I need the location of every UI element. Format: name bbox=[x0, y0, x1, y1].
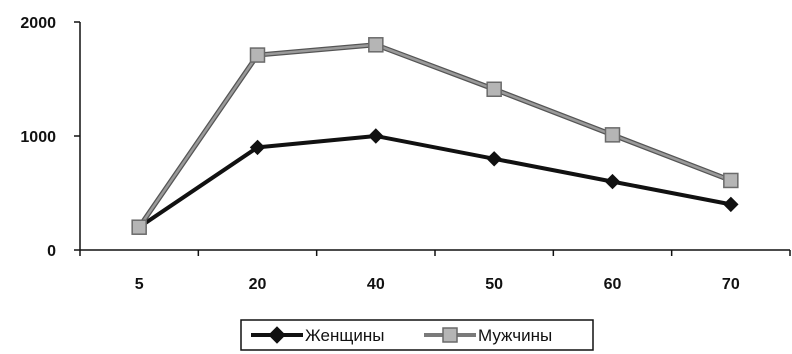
y-tick-label: 2000 bbox=[20, 15, 56, 32]
legend: Женщины Мужчины bbox=[240, 319, 594, 351]
series-line-men-outline bbox=[137, 42, 732, 229]
x-tick-labels: 5 20 40 50 60 70 bbox=[135, 276, 740, 293]
x-tick-label: 60 bbox=[604, 276, 622, 293]
data-point-men bbox=[249, 47, 266, 63]
data-point-men bbox=[486, 81, 502, 98]
x-tick-label: 40 bbox=[367, 276, 385, 293]
legend-label-women: Женщины bbox=[305, 326, 384, 345]
data-point-women bbox=[368, 128, 384, 144]
chart-axes bbox=[74, 21, 791, 256]
series-line-women bbox=[138, 134, 732, 229]
y-tick-label: 1000 bbox=[20, 129, 56, 146]
data-point-men bbox=[723, 172, 739, 189]
y-tick-label: 0 bbox=[47, 243, 56, 260]
data-point-men bbox=[368, 37, 384, 53]
legend-marker-men bbox=[442, 327, 458, 343]
y-tick-labels: 0 1000 2000 bbox=[20, 15, 56, 260]
x-tick-label: 5 bbox=[135, 276, 144, 293]
x-tick-label: 70 bbox=[722, 276, 740, 293]
data-point-men bbox=[131, 219, 147, 235]
x-tick-label: 20 bbox=[249, 276, 267, 293]
data-point-women bbox=[486, 151, 502, 167]
x-tick-label: 50 bbox=[485, 276, 503, 293]
data-point-women bbox=[604, 173, 621, 190]
data-point-women bbox=[249, 139, 266, 156]
data-point-men bbox=[604, 127, 621, 143]
series-line-men bbox=[138, 43, 732, 228]
legend-label-men: Мужчины bbox=[478, 326, 552, 345]
series-lines bbox=[137, 42, 732, 229]
legend-marker-women bbox=[268, 326, 286, 344]
series-markers bbox=[131, 37, 739, 235]
data-point-women bbox=[723, 196, 739, 213]
